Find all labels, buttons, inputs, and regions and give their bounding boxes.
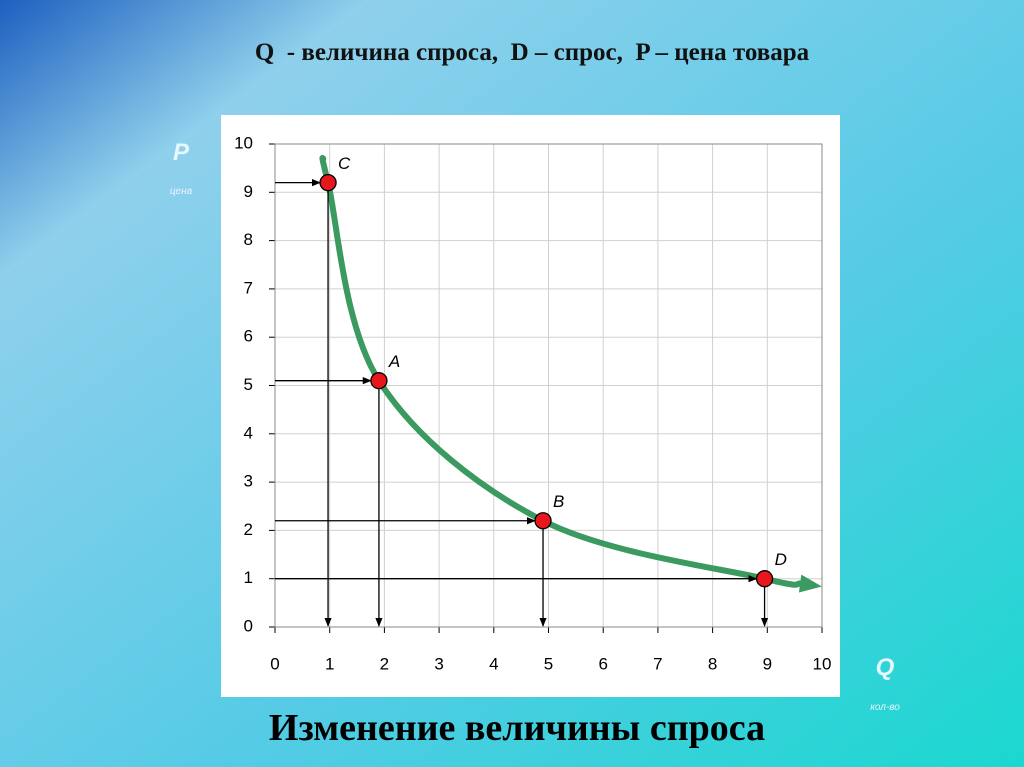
x-tick-label: 3 bbox=[434, 654, 443, 673]
x-tick-label: 5 bbox=[544, 654, 553, 673]
x-tick-label: 10 bbox=[813, 654, 832, 673]
chart-box bbox=[221, 115, 840, 697]
curve-arrowhead bbox=[798, 574, 822, 593]
point bbox=[534, 512, 552, 530]
y-tick-label: 8 bbox=[244, 230, 253, 249]
x-tick-label: 2 bbox=[380, 654, 389, 673]
y-tick-label: 3 bbox=[244, 472, 253, 491]
point bbox=[755, 570, 774, 588]
point-label: C bbox=[338, 154, 351, 173]
point-label: D bbox=[775, 550, 787, 569]
x-sublabel: кол-во bbox=[870, 702, 900, 713]
x-tick-label: 9 bbox=[763, 654, 772, 673]
point bbox=[370, 372, 388, 390]
plot: 0 1 2 3 4 5 6 7 8 9 10 0 1 2 3 4 5 6 7 8 9 10 C A B D bbox=[234, 133, 831, 673]
x-tick-label: 4 bbox=[489, 654, 498, 673]
y-tick-label: 9 bbox=[244, 182, 253, 201]
point-label: B bbox=[553, 492, 564, 511]
y-tick-label: 1 bbox=[244, 568, 253, 587]
x-tick-label: 0 bbox=[270, 654, 279, 673]
x-tick-label: 7 bbox=[653, 654, 662, 673]
header-title: Q - величина спроса, D – спрос, P – цена… bbox=[255, 39, 810, 66]
y-label: P bbox=[173, 139, 190, 166]
x-tick-label: 8 bbox=[708, 654, 717, 673]
point bbox=[319, 173, 337, 192]
chart-title: Изменение величины спроса bbox=[269, 707, 765, 749]
x-label: Q bbox=[876, 654, 895, 681]
x-tick-label: 1 bbox=[325, 654, 334, 673]
plot-border bbox=[274, 143, 823, 628]
y-tick-label: 10 bbox=[234, 133, 253, 152]
y-tick-label: 7 bbox=[244, 278, 253, 297]
x-tick-label: 6 bbox=[598, 654, 607, 673]
y-sublabel: цена bbox=[170, 186, 193, 197]
point-label: A bbox=[388, 352, 400, 371]
y-tick-label: 6 bbox=[244, 327, 253, 346]
y-tick-label: 0 bbox=[244, 616, 253, 635]
y-tick-label: 2 bbox=[244, 520, 253, 539]
y-tick-label: 4 bbox=[244, 423, 253, 442]
y-tick-label: 5 bbox=[244, 375, 253, 394]
